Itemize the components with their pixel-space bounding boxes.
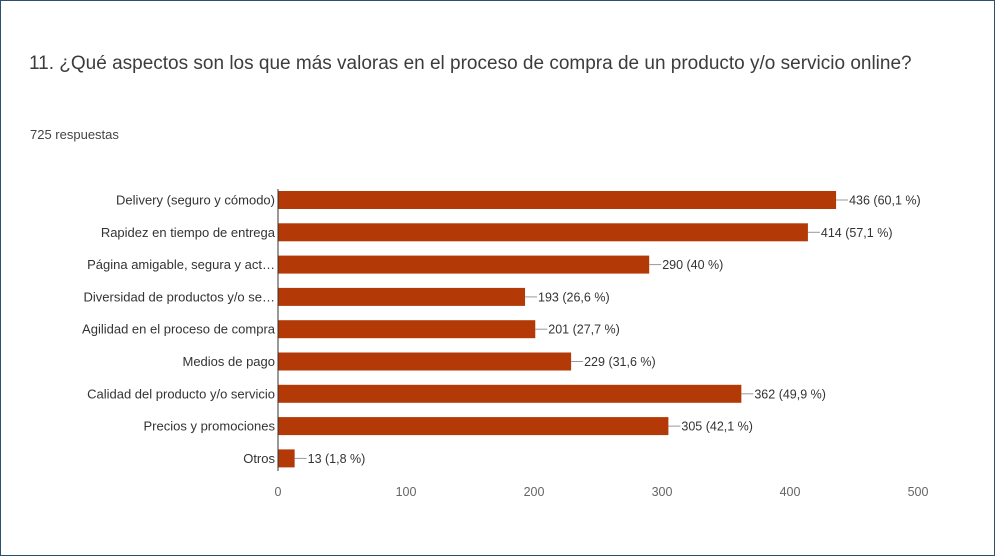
x-tick-label: 100 [396,485,417,499]
value-label: 305 (42,1 %) [681,420,753,434]
x-tick-label: 200 [524,485,545,499]
value-label: 201 (27,7 %) [548,323,620,337]
category-label: Diversidad de productos y/o se… [84,289,275,304]
bar [278,352,572,371]
bar [278,223,808,242]
category-label: Rapidez en tiempo de entrega [101,225,276,240]
value-label: 362 (49,9 %) [754,387,826,401]
category-label: Precios y promociones [144,419,276,434]
bar [278,449,295,468]
question-title: 11. ¿Qué aspectos son los que más valora… [29,53,912,74]
response-count: 725 respuestas [30,127,119,142]
bar [278,320,536,339]
value-label: 229 (31,6 %) [584,355,656,369]
value-label: 414 (57,1 %) [821,226,893,240]
x-tick-label: 400 [780,485,801,499]
category-label: Otros [243,451,275,466]
value-label: 290 (40 %) [662,258,723,272]
bar [278,417,669,436]
category-label: Calidad del producto y/o servicio [87,386,275,401]
value-label: 13 (1,8 %) [308,452,366,466]
bar [278,384,742,403]
bar [278,287,526,306]
category-label: Agilidad en el proceso de compra [82,322,276,337]
category-label: Medios de pago [182,354,275,369]
x-tick-label: 300 [652,485,673,499]
category-label: Página amigable, segura y act… [87,257,275,272]
x-tick-label: 0 [275,485,282,499]
value-label: 193 (26,6 %) [538,290,610,304]
bar [278,255,650,274]
bar [278,191,837,209]
x-tick-label: 500 [908,485,929,499]
category-label: Delivery (seguro y cómodo) [116,193,275,208]
value-label: 436 (60,1 %) [849,194,921,208]
